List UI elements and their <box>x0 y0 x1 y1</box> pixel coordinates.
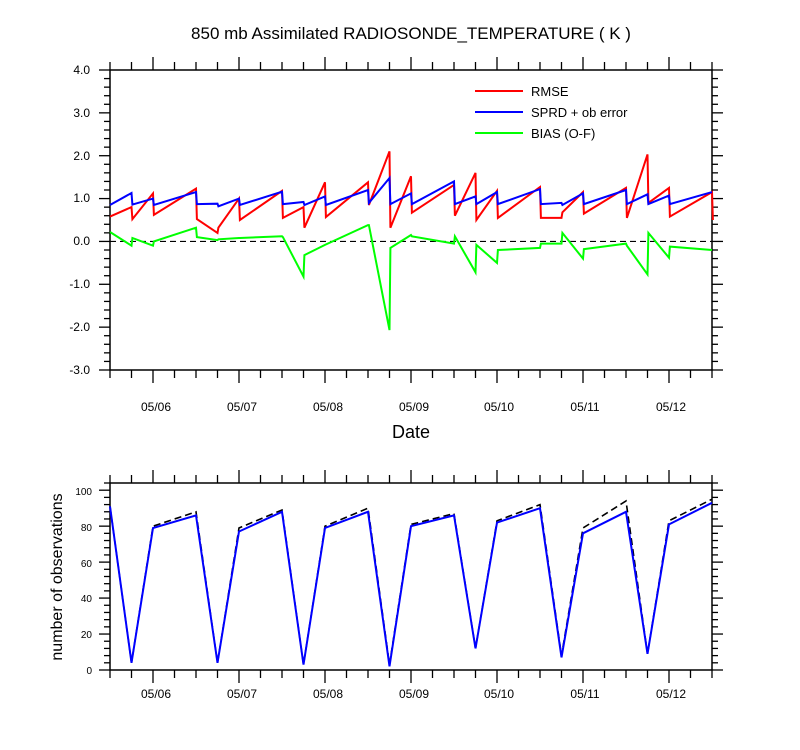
x-tick-label: 05/08 <box>313 687 343 701</box>
x-tick-label: 05/07 <box>227 400 257 414</box>
x-tick-label: 05/09 <box>399 400 429 414</box>
x-tick-label: 05/08 <box>313 400 343 414</box>
bottom-x-tick-labels: 05/06 05/07 05/08 05/09 05/10 05/11 05/1… <box>141 687 686 701</box>
y-tick-label: 2.0 <box>73 149 90 163</box>
series-line-rmse <box>109 151 714 235</box>
x-tick-label: 05/12 <box>656 400 686 414</box>
bottom-panel: 100 80 60 40 20 0 05/06 05/07 05/08 05/0… <box>49 470 723 701</box>
y-tick-label: 80 <box>81 523 93 534</box>
x-tick-label: 05/06 <box>141 400 171 414</box>
y-tick-label: 4.0 <box>73 63 90 77</box>
y-tick-label: 60 <box>81 559 93 570</box>
chart-title: 850 mb Assimilated RADIOSONDE_TEMPERATUR… <box>191 24 631 43</box>
y-axis-label: number of observations <box>49 493 66 660</box>
y-tick-label: 20 <box>81 630 93 641</box>
x-tick-label: 05/10 <box>484 687 514 701</box>
y-tick-label: 100 <box>75 487 92 498</box>
legend-label-bias: BIAS (O-F) <box>531 126 595 141</box>
series-line-bias <box>109 224 713 331</box>
y-tick-label: 1.0 <box>73 191 90 205</box>
y-tick-label: 0 <box>86 666 92 677</box>
y-tick-label: -2.0 <box>69 320 90 334</box>
top-tick-group <box>99 57 723 383</box>
series-line-used-obs <box>109 501 713 667</box>
y-tick-label: -1.0 <box>69 277 90 291</box>
legend-label-sprd: SPRD + ob error <box>531 105 628 120</box>
bottom-y-tick-labels: 100 80 60 40 20 0 <box>75 487 92 677</box>
x-tick-label: 05/06 <box>141 687 171 701</box>
x-tick-label: 05/11 <box>570 400 599 414</box>
legend: RMSE SPRD + ob error BIAS (O-F) <box>475 84 628 141</box>
legend-label-rmse: RMSE <box>531 84 569 99</box>
top-x-tick-labels: 05/06 05/07 05/08 05/09 05/10 05/11 05/1… <box>141 400 686 414</box>
top-y-tick-labels: 4.0 3.0 2.0 1.0 0.0 -1.0 -2.0 -3.0 <box>69 63 90 377</box>
top-panel: 4.0 3.0 2.0 1.0 0.0 -1.0 -2.0 -3.0 05/06… <box>69 57 723 442</box>
series-line-possible-obs <box>109 498 713 665</box>
bottom-plot-frame <box>109 482 713 671</box>
y-tick-label: -3.0 <box>69 363 90 377</box>
x-tick-label: 05/12 <box>656 687 686 701</box>
y-tick-label: 40 <box>81 594 93 605</box>
x-tick-label: 05/07 <box>227 687 257 701</box>
x-tick-label: 05/11 <box>570 687 599 701</box>
bottom-tick-group <box>99 470 723 683</box>
y-tick-label: 0.0 <box>73 234 90 248</box>
x-axis-label: Date <box>392 422 430 442</box>
x-tick-label: 05/10 <box>484 400 514 414</box>
series-line-sprd-ob-error <box>109 175 713 208</box>
x-tick-label: 05/09 <box>399 687 429 701</box>
y-tick-label: 3.0 <box>73 106 90 120</box>
